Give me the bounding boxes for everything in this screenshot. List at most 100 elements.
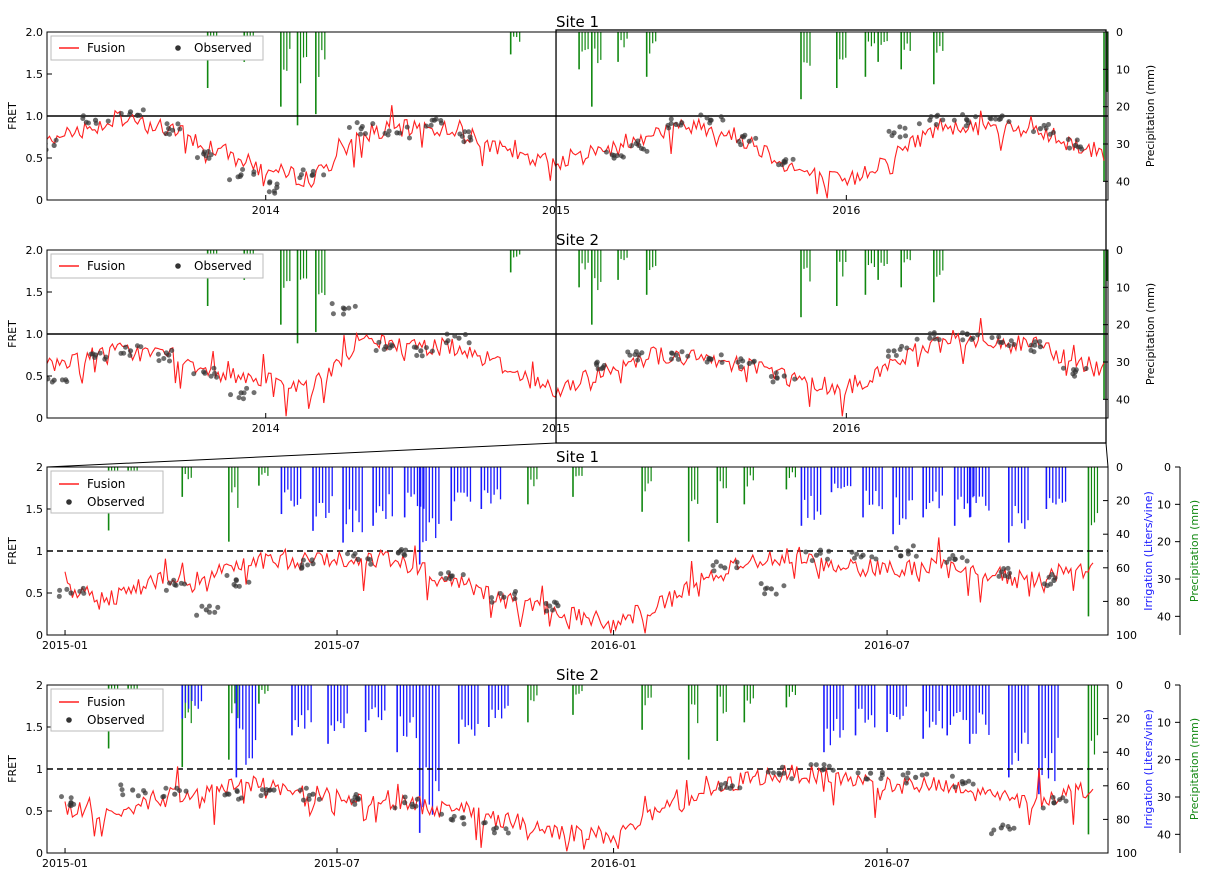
y-tick-label: 1.5 [26,68,44,81]
observed-point [340,311,346,317]
observed-point [512,596,518,602]
observed-point [627,352,633,358]
right2-y-tick-label: 10 [1157,716,1171,729]
right-y-tick-label: 10 [1116,281,1130,294]
observed-point [821,762,827,768]
observed-point [817,550,823,556]
observed-point [808,762,814,768]
observed-point [809,558,815,564]
observed-point [77,588,83,594]
right2-y-tick-label: 30 [1157,791,1171,804]
observed-point [263,787,269,793]
right-y-tick-label: 0 [1116,679,1123,692]
observed-point [963,116,969,122]
right2-y-tick-label: 20 [1157,754,1171,767]
y-tick-label: 1.5 [26,286,44,299]
y-tick-label: 0.5 [26,152,44,165]
observed-point [300,167,306,173]
legend: Fusion Observed [50,35,264,61]
observed-point [398,546,404,552]
y-tick-label: 0 [36,847,43,860]
observed-point [675,356,681,362]
observed-point [897,124,903,130]
observed-point [105,118,111,124]
observed-point [251,390,257,396]
x-tick-label: 2014 [252,422,280,435]
observed-point [346,125,352,131]
legend: Fusion Observed [50,470,164,514]
observed-point [904,775,910,781]
observed-point [53,137,59,143]
observed-point [67,802,73,808]
y-tick-label: 1.0 [26,328,44,341]
observed-point [212,370,218,376]
observed-point [206,603,212,609]
observed-point [163,350,169,356]
right-y-tick-label: 40 [1116,746,1130,759]
observed-point [321,172,327,178]
y-axis-label: FRET [6,320,19,348]
right-y-tick-label: 60 [1116,780,1130,793]
observed-point [713,559,719,565]
observed-point [1044,583,1050,589]
observed-point [770,379,776,385]
observed-point [161,355,167,361]
observed-point [299,562,305,568]
chart-title: Site 1 [556,448,599,466]
observed-point [365,556,371,562]
right2-y-tick-label: 40 [1157,828,1171,841]
observed-point [263,790,269,796]
observed-point [236,395,242,401]
y-tick-label: 2.0 [26,244,44,257]
observed-point [820,767,826,773]
observed-point [298,172,304,178]
observed-point [167,580,173,586]
observed-point [306,792,312,798]
right-y-tick-label: 80 [1116,813,1130,826]
observed-point [865,776,871,782]
observed-point [544,608,550,614]
right2-y-tick-label: 40 [1157,610,1171,623]
legend-box [50,688,164,732]
observed-point [1074,137,1080,143]
observed-point [358,131,364,137]
observed-point [346,305,352,311]
observed-point [707,120,713,126]
observed-point [927,331,933,337]
observed-point [59,794,65,800]
right-y-tick-label: 20 [1116,101,1130,114]
observed-point [237,173,243,179]
observed-point [68,795,74,801]
observed-point [964,558,970,564]
x-tick-label: 2016 [832,204,860,217]
observed-point [501,594,507,600]
observed-point [134,343,140,349]
legend-fusion-label: Fusion [87,41,125,55]
right-y-axis-label: Precipitation (mm) [1144,283,1157,385]
observed-point [698,112,704,118]
observed-point [163,587,169,593]
observed-point [172,791,178,797]
observed-point [429,117,435,123]
observed-point [679,349,685,355]
observed-point [373,348,379,354]
legend-fusion-label: Fusion [87,259,125,273]
observed-point [952,784,958,790]
observed-point [618,153,624,159]
observed-point [553,600,559,606]
observed-point [1050,794,1056,800]
observed-point [718,786,724,792]
observed-point [42,139,47,144]
observed-point [603,149,609,155]
observed-point [940,117,946,123]
y-axis-label: FRET [6,755,19,783]
observed-point [765,769,771,775]
observed-point [635,357,641,363]
observed-point [722,565,728,571]
observed-point [913,553,919,559]
observed-point [1037,344,1043,350]
observed-point [1045,122,1051,128]
observed-point [240,396,246,402]
